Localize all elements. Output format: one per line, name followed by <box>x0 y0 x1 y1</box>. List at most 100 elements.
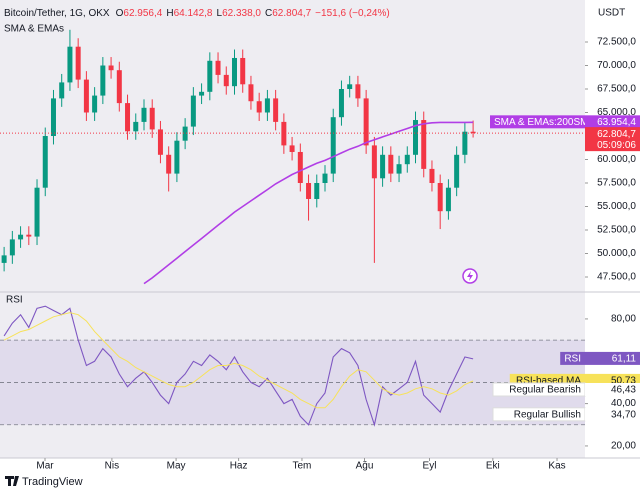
series-name-tag <box>560 351 585 365</box>
candle-body <box>18 234 24 240</box>
candle-body <box>116 70 122 104</box>
y-tick-label: 60.000,0 <box>597 154 636 165</box>
candle-body <box>50 98 56 136</box>
plot-background <box>0 0 585 458</box>
marker-value-tag <box>585 407 640 421</box>
rsi-title: RSI <box>6 295 23 306</box>
candle-body <box>240 57 246 85</box>
ohlc-value: 64.142,8 <box>174 8 213 19</box>
candle-body <box>470 131 476 134</box>
candle-body <box>92 95 98 113</box>
candle-body <box>248 84 254 102</box>
series-name: RSI-based MA <box>516 376 581 387</box>
candle-body <box>404 154 410 165</box>
y-tick-label: 80,00 <box>611 314 636 325</box>
series-name: RSI <box>564 354 581 365</box>
y-tick-label: 72.500,0 <box>597 37 636 48</box>
candle-body <box>26 234 32 237</box>
x-tick-label: Haz <box>230 461 248 472</box>
candle-body <box>429 168 435 183</box>
marker-name: Regular Bearish <box>509 385 581 396</box>
y-tick-label: 67.500,0 <box>597 84 636 95</box>
series-value-tag <box>585 351 640 365</box>
candle-body <box>363 98 369 146</box>
candle-body <box>445 187 451 212</box>
y-tick-label: 70.000,0 <box>597 60 636 71</box>
candle-body <box>42 135 48 188</box>
candle-body <box>273 98 279 122</box>
y-tick-label: 52.500,0 <box>597 225 636 236</box>
ohlc-key: O <box>116 8 124 19</box>
sma-tag-name: SMA & EMAs:200SMA <box>494 117 595 128</box>
currency: USDT <box>598 8 625 19</box>
candle-body <box>281 121 287 146</box>
x-tick-label: Nis <box>105 461 119 472</box>
candle-body <box>75 46 81 80</box>
candle-body <box>199 91 205 96</box>
brand-name: TradingView <box>22 476 83 488</box>
y-tick-label: 40,00 <box>611 398 636 409</box>
indicator-name: SMA & EMAs <box>4 24 64 35</box>
candle-body <box>388 154 394 174</box>
candle-body <box>149 107 155 130</box>
candle-body <box>338 88 344 118</box>
candle-body <box>108 65 114 71</box>
symbol: Bitcoin/Tether, 1G, OKX <box>4 8 110 19</box>
candle-body <box>322 173 328 183</box>
y-tick-label: 65.000,0 <box>597 107 636 118</box>
candle-body <box>347 84 353 89</box>
candle-body <box>413 120 419 155</box>
candle-body <box>34 187 40 237</box>
candle-body <box>59 82 65 99</box>
ohlc-key: H <box>166 8 173 19</box>
candle-body <box>462 131 468 155</box>
sma-tag-bg <box>490 115 585 129</box>
candle-body <box>297 151 303 183</box>
candle-body <box>355 84 361 99</box>
series-value: 61,11 <box>612 354 637 365</box>
candle-body <box>157 129 163 155</box>
x-tick-label: Eki <box>486 461 500 472</box>
y-tick-label: 55.000,0 <box>597 201 636 212</box>
rsi-band <box>0 340 585 425</box>
ohlc-value: 62.956,4 <box>123 8 162 19</box>
candle-body <box>264 98 270 113</box>
x-tick-label: Ağu <box>356 461 374 472</box>
ohlc: O62.956,4 H64.142,8 L62.338,0 C62.804,7 −151… <box>116 8 390 19</box>
candle-body <box>133 121 139 132</box>
candle-body <box>215 60 221 75</box>
marker-name: Regular Bullish <box>514 409 581 420</box>
ohlc-key: C <box>265 8 272 19</box>
candle-body <box>141 107 147 122</box>
candle-body <box>100 65 106 96</box>
ohlc-key: L <box>217 8 223 19</box>
candle-body <box>166 154 172 174</box>
y-tick-label: 20,00 <box>611 441 636 452</box>
x-tick-label: Tem <box>293 461 312 472</box>
candle-body <box>421 120 427 169</box>
rsi-line <box>3 312 474 409</box>
candle-body <box>396 164 402 174</box>
y-tick-label: 47.500,0 <box>597 272 636 283</box>
event-icon[interactable] <box>462 268 478 284</box>
brand: TradingView <box>5 476 83 488</box>
x-tick-label: May <box>167 461 186 472</box>
ohlc-value: 62.804,7 <box>272 8 311 19</box>
sma-price-label: 63.954,4 <box>597 117 636 128</box>
candle-body <box>454 154 460 188</box>
marker-value: 34,70 <box>611 409 636 420</box>
candle-body <box>289 145 295 152</box>
x-tick-label: Kas <box>548 461 565 472</box>
candle-body <box>1 255 7 263</box>
y-tick-label: 50.000,0 <box>597 248 636 259</box>
chart-header: Bitcoin/Tether, 1G, OKX O62.956,4 H64.142,… <box>4 8 390 19</box>
sma-line <box>143 121 474 285</box>
sma-price-tag <box>585 115 640 129</box>
candle-body <box>190 95 196 127</box>
candle-body <box>207 60 213 92</box>
y-tick-label: 57.500,0 <box>597 178 636 189</box>
last-price-label: 62.804,7 <box>597 129 636 140</box>
last-price-tag <box>585 127 640 152</box>
x-tick-label: Eyl <box>423 461 437 472</box>
candle-body <box>223 74 229 87</box>
